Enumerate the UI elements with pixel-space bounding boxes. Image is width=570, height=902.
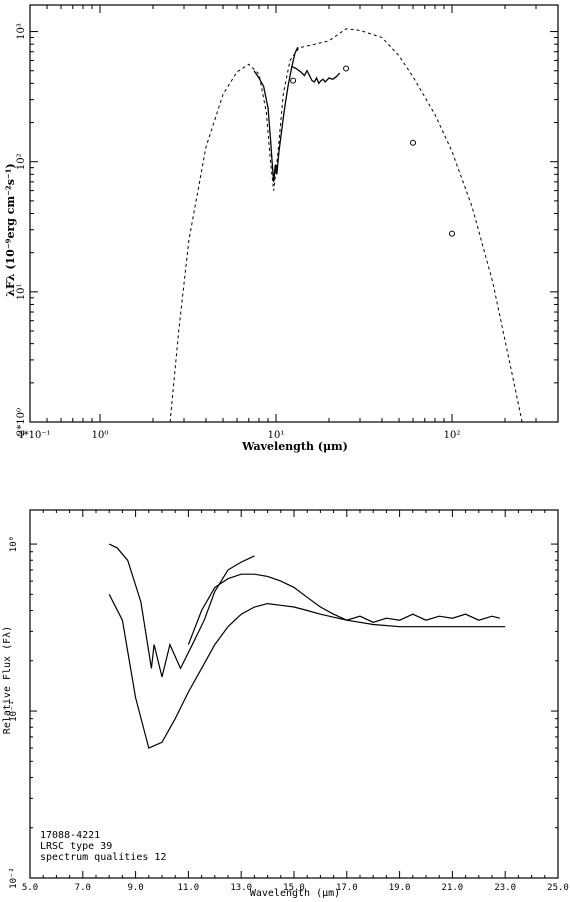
plot2-x-tick-label: 5.0 <box>22 883 38 893</box>
plot1-series-line-2 <box>291 65 341 85</box>
plot1-x-tick-label: 10² <box>444 430 461 441</box>
plot1-series-line-0 <box>169 28 523 423</box>
plot1-y-tick-label: 10³ <box>16 23 27 40</box>
plot1-data-point <box>449 230 456 237</box>
plot1-data-point <box>409 139 416 146</box>
plot2-annotation-1: LRSC type 39 <box>40 841 112 852</box>
plot1-x-axis-title: Wavelength (μm) <box>241 440 348 453</box>
plot2-x-tick-label: 7.0 <box>75 883 91 893</box>
plot2-x-tick-label: 23.0 <box>494 883 516 893</box>
plot2-series <box>108 543 506 749</box>
plot1-x-tick-label: 4*10⁻¹ <box>17 430 50 441</box>
plot2-y-axis-title: Relative Flux (Fλ) <box>2 626 13 734</box>
plot2-x-tick-label: 19.0 <box>389 883 411 893</box>
plot2-frame <box>29 509 559 879</box>
plot2-y-tick-label: 10⁻² <box>9 867 19 889</box>
plot2-annotation-2: spectrum qualities 12 <box>40 852 166 863</box>
plot1-data-point <box>343 65 350 72</box>
plot1-y-tick-label: 2*10⁰ <box>16 408 27 436</box>
plot2-y-tick-label: 10⁰ <box>9 536 19 552</box>
plot2-series-line-2 <box>108 594 506 749</box>
plot2-annotation-0: 17088-4221 <box>40 830 100 841</box>
plot2-axes: 5.0 7.0 9.0 11.0 13.0 15.0 17.0 19.0 21.0 23.0 25.… <box>9 510 569 893</box>
plot1-y-tick-label: 10¹ <box>16 283 27 300</box>
plot1-data-point <box>290 77 297 84</box>
plot2-x-tick-label: 13.0 <box>230 883 252 893</box>
plot1-x-tick-label: 10⁰ <box>92 430 109 441</box>
plot2-x-tick-label: 15.0 <box>283 883 305 893</box>
plot2-y-tick-label: 10⁻¹ <box>9 700 19 722</box>
plot2-x-tick-label: 17.0 <box>336 883 358 893</box>
plot1-x-tick-label: 10¹ <box>268 430 285 441</box>
plot2-x-axis-title: Wavelength (μm) <box>250 888 340 899</box>
plot2-x-tick-label: 25.0 <box>547 883 569 893</box>
plot1-y-axis-title: λFλ (10⁻⁹erg cm⁻²s⁻¹) <box>4 163 17 297</box>
plot1-y-tick-label: 10² <box>16 153 27 170</box>
plot2-series-line-0 <box>108 543 255 678</box>
plot2-x-tick-label: 9.0 <box>127 883 143 893</box>
plot1-series <box>169 28 523 423</box>
plot2-x-tick-label: 11.0 <box>178 883 200 893</box>
plot1-points <box>290 65 456 237</box>
plot1-series-line-1 <box>253 46 299 182</box>
plot2-x-tick-label: 21.0 <box>442 883 464 893</box>
plot1-axes: 4*10⁻¹ 10⁰ 10¹ 10² 2*10⁰ 10¹ 10² 10³ <box>16 5 559 441</box>
plot2-series-line-1 <box>187 573 501 645</box>
